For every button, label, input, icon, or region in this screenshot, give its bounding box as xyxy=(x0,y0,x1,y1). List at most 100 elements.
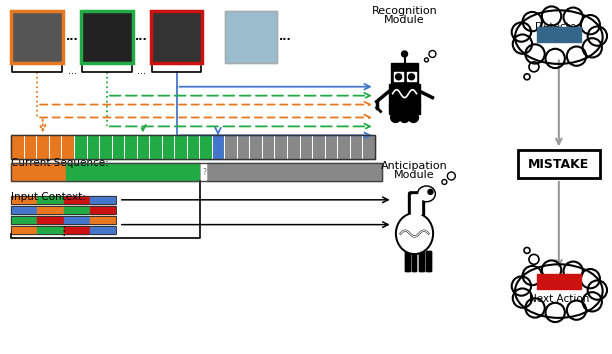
Circle shape xyxy=(525,298,545,318)
Ellipse shape xyxy=(417,186,435,202)
Bar xyxy=(64,225,89,234)
Circle shape xyxy=(390,113,401,122)
Bar xyxy=(324,135,337,159)
Bar xyxy=(12,206,116,214)
FancyBboxPatch shape xyxy=(411,195,422,215)
Ellipse shape xyxy=(515,10,603,64)
Circle shape xyxy=(529,255,539,264)
Bar xyxy=(74,135,86,159)
Circle shape xyxy=(581,15,600,34)
Bar xyxy=(337,135,349,159)
Bar xyxy=(225,11,277,63)
Circle shape xyxy=(567,301,586,320)
Bar xyxy=(274,135,287,159)
Circle shape xyxy=(588,27,607,46)
Bar xyxy=(90,225,116,234)
Bar xyxy=(537,27,581,42)
Bar xyxy=(24,135,36,159)
Bar xyxy=(86,135,99,159)
Bar xyxy=(151,11,203,63)
Circle shape xyxy=(523,266,542,285)
Bar xyxy=(405,251,409,271)
Bar xyxy=(136,135,149,159)
Circle shape xyxy=(428,189,433,194)
Circle shape xyxy=(583,292,602,312)
Bar xyxy=(12,216,116,224)
Circle shape xyxy=(583,38,602,57)
Bar xyxy=(12,163,66,181)
Bar xyxy=(212,135,225,159)
Circle shape xyxy=(523,12,542,31)
Circle shape xyxy=(564,7,583,27)
Bar xyxy=(225,11,277,63)
Bar xyxy=(12,225,37,234)
Text: Detected: Detected xyxy=(535,22,583,32)
Text: ...: ... xyxy=(67,66,76,76)
Bar xyxy=(405,251,409,271)
Bar xyxy=(262,135,274,159)
Bar xyxy=(207,163,382,181)
Circle shape xyxy=(429,51,436,57)
Bar xyxy=(37,196,63,204)
Bar xyxy=(394,72,403,81)
Circle shape xyxy=(581,269,600,288)
Text: ?: ? xyxy=(202,167,206,177)
Bar xyxy=(64,216,89,224)
Bar xyxy=(36,135,49,159)
Text: Module: Module xyxy=(394,170,435,180)
Bar xyxy=(419,251,425,271)
Circle shape xyxy=(545,49,565,68)
Bar xyxy=(537,274,581,289)
Text: Anticipation: Anticipation xyxy=(381,161,448,171)
Bar xyxy=(90,206,116,214)
Text: Current Sequence:: Current Sequence: xyxy=(12,158,109,168)
Bar xyxy=(389,104,420,114)
Bar xyxy=(389,84,420,104)
Bar xyxy=(66,163,201,181)
Bar xyxy=(200,135,212,159)
Circle shape xyxy=(564,262,583,281)
Ellipse shape xyxy=(515,264,603,318)
Circle shape xyxy=(442,179,447,184)
Text: ⋮: ⋮ xyxy=(58,225,70,238)
Circle shape xyxy=(395,74,401,80)
Bar xyxy=(124,135,136,159)
Bar xyxy=(12,225,116,234)
Bar xyxy=(99,135,111,159)
Bar xyxy=(37,216,63,224)
Bar xyxy=(411,251,417,271)
Bar xyxy=(90,196,116,204)
Text: MISTAKE: MISTAKE xyxy=(528,158,589,171)
Text: Input Context:: Input Context: xyxy=(12,192,86,202)
Bar xyxy=(427,251,431,271)
Bar xyxy=(518,150,600,178)
Bar xyxy=(64,206,89,214)
Circle shape xyxy=(400,113,409,122)
Bar xyxy=(419,251,425,271)
Bar xyxy=(250,135,262,159)
Bar xyxy=(37,225,63,234)
Text: Module: Module xyxy=(384,15,425,25)
Bar xyxy=(12,196,116,204)
Bar xyxy=(362,135,375,159)
Bar xyxy=(427,251,431,271)
Circle shape xyxy=(409,113,419,122)
Bar xyxy=(61,135,74,159)
Bar xyxy=(151,11,203,63)
Circle shape xyxy=(512,22,531,42)
Circle shape xyxy=(513,289,532,308)
Circle shape xyxy=(524,74,530,80)
Bar xyxy=(12,163,382,181)
Bar xyxy=(81,11,133,63)
Ellipse shape xyxy=(419,187,434,200)
Circle shape xyxy=(409,74,414,80)
Bar xyxy=(162,135,174,159)
Bar xyxy=(287,135,299,159)
Bar xyxy=(237,135,250,159)
Circle shape xyxy=(513,34,532,54)
Bar xyxy=(12,196,37,204)
Bar xyxy=(225,135,237,159)
Circle shape xyxy=(524,247,530,253)
Bar xyxy=(81,11,133,63)
Bar xyxy=(12,135,375,159)
